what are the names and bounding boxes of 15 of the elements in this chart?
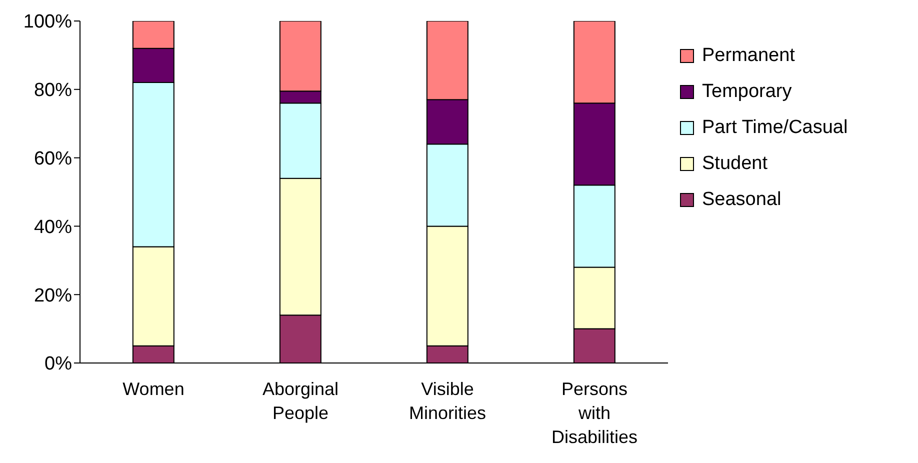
legend-label: Part Time/Casual [702, 117, 848, 139]
x-tick-label: Women [122, 379, 184, 399]
y-tick-label: 60% [34, 148, 72, 170]
legend-label: Permanent [702, 45, 795, 67]
y-tick-label: 80% [34, 80, 72, 102]
x-tick-label: Persons with Disabilities [551, 379, 638, 447]
legend-label: Seasonal [702, 189, 782, 211]
legend-label: Student [702, 153, 768, 175]
x-tick-label: Aborginal People [262, 379, 339, 423]
x-tick-label: Visible Minorities [408, 379, 486, 423]
y-tick-label: 20% [34, 285, 72, 306]
y-tick-label: 100% [23, 12, 72, 33]
y-tick-label: 0% [44, 354, 72, 375]
y-tick-label: 40% [34, 216, 72, 238]
legend-label: Temporary [702, 81, 792, 103]
